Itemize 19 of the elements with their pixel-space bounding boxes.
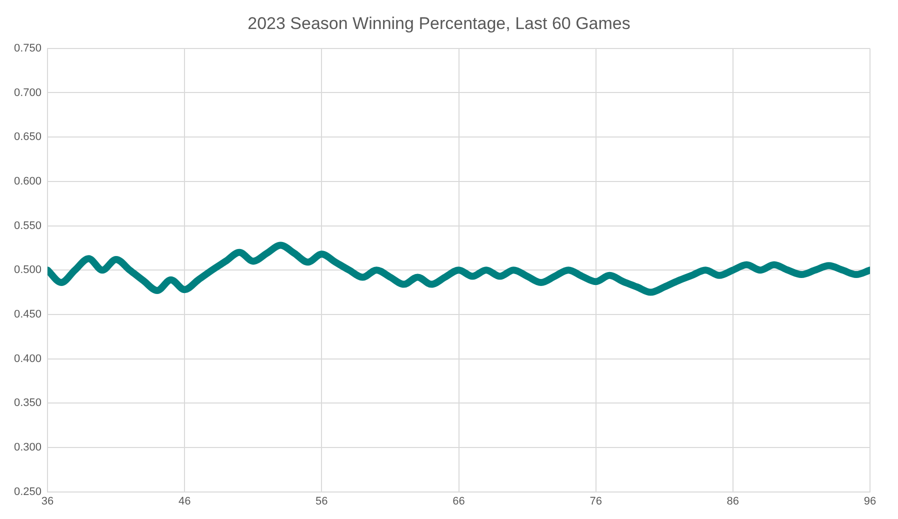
x-tick-label: 66 — [452, 495, 465, 508]
y-tick-label: 0.750 — [14, 42, 42, 54]
y-tick-label: 0.400 — [14, 352, 42, 365]
y-tick-label: 0.350 — [14, 397, 42, 410]
x-tick-label: 46 — [178, 495, 191, 508]
x-tick-label: 36 — [41, 495, 54, 508]
y-tick-label: 0.600 — [14, 175, 42, 188]
y-tick-label: 0.300 — [14, 441, 42, 454]
x-tick-label: 86 — [726, 495, 740, 508]
y-tick-label: 0.650 — [14, 131, 42, 144]
y-tick-label: 0.700 — [14, 86, 42, 99]
x-tick-label: 96 — [864, 495, 876, 508]
y-tick-label: 0.250 — [14, 486, 42, 498]
chart-title: 2023 Season Winning Percentage, Last 60 Games — [248, 14, 630, 33]
y-tick-label: 0.450 — [14, 308, 42, 320]
x-tick-label: 56 — [316, 495, 328, 508]
x-tick-label: 76 — [590, 495, 602, 508]
y-tick-label: 0.500 — [14, 264, 42, 276]
y-tick-label: 0.550 — [14, 220, 42, 232]
